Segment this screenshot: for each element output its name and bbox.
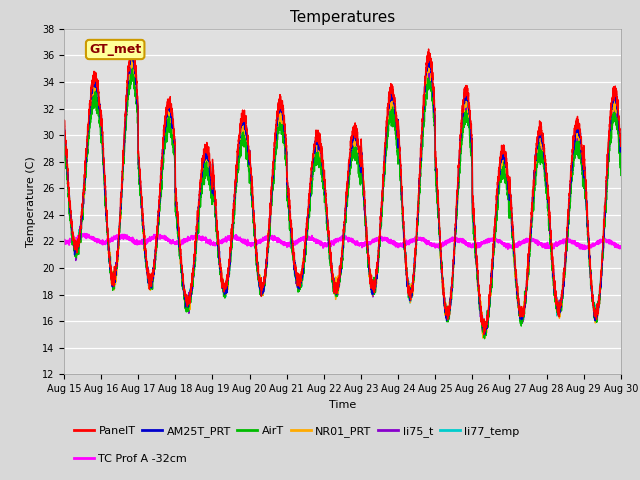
AM25T_PRT — [481, 331, 489, 337]
li77_temp — [481, 333, 489, 338]
AM25T_PRT — [436, 248, 444, 253]
TC Prof A -32cm — [499, 240, 507, 246]
AM25T_PRT — [60, 119, 68, 124]
AirT — [467, 146, 475, 152]
PanelT — [617, 137, 625, 143]
TC Prof A -32cm — [60, 240, 68, 246]
Line: li77_temp: li77_temp — [64, 60, 621, 336]
PanelT — [480, 332, 488, 337]
Title: Temperatures: Temperatures — [290, 10, 395, 25]
AirT — [617, 172, 625, 178]
li77_temp — [436, 248, 444, 253]
AM25T_PRT — [617, 144, 625, 149]
NR01_PRT — [60, 122, 68, 128]
AirT — [436, 252, 444, 257]
li75_t — [322, 200, 330, 205]
li77_temp — [616, 153, 624, 158]
AM25T_PRT — [616, 149, 624, 155]
TC Prof A -32cm — [580, 246, 588, 252]
PanelT — [436, 245, 444, 251]
AM25T_PRT — [467, 131, 475, 137]
TC Prof A -32cm — [81, 231, 88, 237]
NR01_PRT — [161, 143, 168, 148]
NR01_PRT — [467, 143, 475, 149]
li75_t — [617, 160, 625, 166]
li77_temp — [499, 153, 507, 158]
Y-axis label: Temperature (C): Temperature (C) — [26, 156, 36, 247]
li75_t — [499, 157, 507, 163]
li77_temp — [467, 138, 475, 144]
Line: AM25T_PRT: AM25T_PRT — [64, 52, 621, 334]
TC Prof A -32cm — [322, 242, 330, 248]
NR01_PRT — [126, 52, 134, 58]
TC Prof A -32cm — [161, 234, 168, 240]
TC Prof A -32cm — [467, 244, 475, 250]
AirT — [161, 144, 168, 150]
Line: li75_t: li75_t — [64, 62, 621, 336]
li77_temp — [322, 201, 330, 206]
AirT — [616, 165, 624, 171]
li75_t — [128, 60, 136, 65]
AM25T_PRT — [322, 196, 330, 202]
li77_temp — [617, 153, 625, 159]
TC Prof A -32cm — [436, 243, 444, 249]
TC Prof A -32cm — [617, 244, 625, 250]
X-axis label: Time: Time — [329, 400, 356, 409]
PanelT — [128, 39, 136, 45]
Legend: TC Prof A -32cm: TC Prof A -32cm — [70, 449, 191, 468]
li75_t — [436, 248, 444, 254]
Text: GT_met: GT_met — [89, 43, 141, 56]
NR01_PRT — [617, 156, 625, 162]
PanelT — [499, 144, 507, 149]
li75_t — [616, 146, 624, 152]
AirT — [129, 65, 136, 71]
AirT — [60, 134, 68, 140]
li75_t — [480, 333, 488, 338]
li75_t — [467, 148, 475, 154]
PanelT — [161, 122, 168, 128]
Line: PanelT: PanelT — [64, 42, 621, 335]
Line: NR01_PRT: NR01_PRT — [64, 55, 621, 338]
li75_t — [60, 132, 68, 137]
NR01_PRT — [322, 201, 330, 207]
li77_temp — [129, 57, 136, 62]
Line: TC Prof A -32cm: TC Prof A -32cm — [64, 234, 621, 249]
AM25T_PRT — [161, 132, 168, 138]
PanelT — [616, 132, 624, 137]
li77_temp — [60, 126, 68, 132]
AM25T_PRT — [499, 155, 507, 160]
li75_t — [161, 146, 168, 152]
PanelT — [60, 118, 68, 124]
NR01_PRT — [616, 148, 624, 154]
AirT — [481, 336, 488, 342]
NR01_PRT — [479, 335, 486, 341]
Line: AirT: AirT — [64, 68, 621, 339]
AirT — [499, 166, 507, 172]
TC Prof A -32cm — [616, 244, 624, 250]
NR01_PRT — [499, 161, 507, 167]
AirT — [322, 207, 330, 213]
li77_temp — [161, 140, 168, 146]
NR01_PRT — [436, 256, 444, 262]
PanelT — [322, 193, 330, 199]
PanelT — [467, 124, 475, 130]
AM25T_PRT — [128, 49, 136, 55]
